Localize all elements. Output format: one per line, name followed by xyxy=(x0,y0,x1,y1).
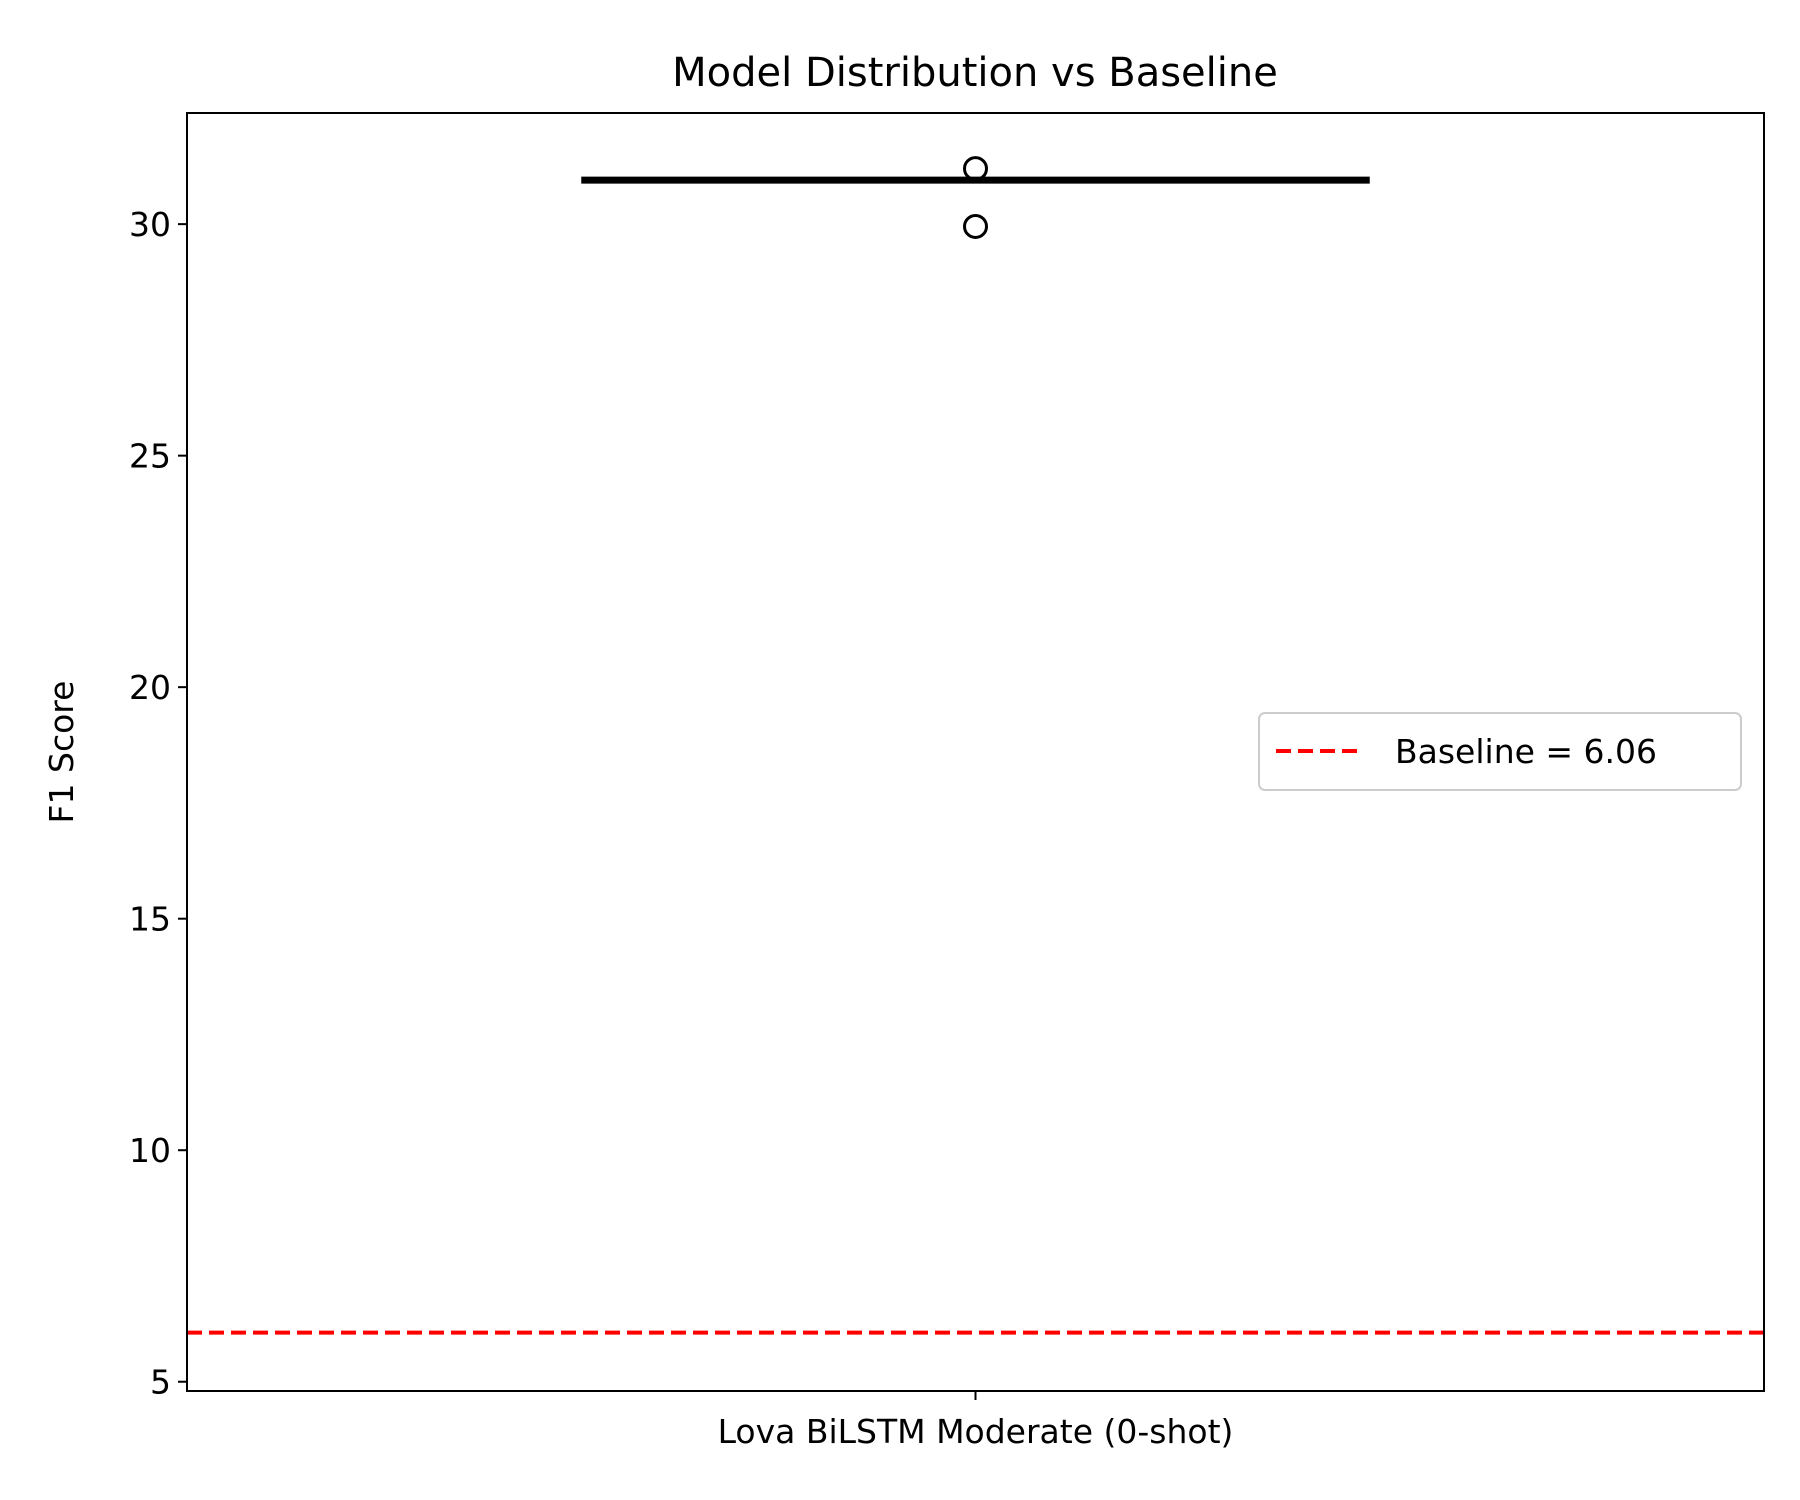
outlier-point xyxy=(963,156,988,182)
y-tick-label: 15 xyxy=(129,900,171,939)
plot-marks xyxy=(187,156,1764,1335)
y-tick-label: 30 xyxy=(129,205,171,244)
legend-frame xyxy=(1258,712,1742,791)
y-axis-label: F1 Score xyxy=(42,681,81,824)
chart-title: Model Distribution vs Baseline xyxy=(672,50,1278,96)
y-tick-label: 20 xyxy=(129,668,171,707)
legend-baseline-label: Baseline = 6.06 xyxy=(1395,732,1657,771)
x-tick-label: Lova BiLSTM Moderate (0-shot) xyxy=(718,1412,1234,1451)
plot-frame xyxy=(186,112,1765,1392)
legend: Baseline = 6.06 xyxy=(1258,712,1742,791)
y-tick-label: 25 xyxy=(129,437,171,476)
outlier-point xyxy=(963,213,988,239)
y-tick-label: 10 xyxy=(129,1131,171,1170)
axis-ticks: 5 10 15 20 25 30 Lova BiLSTM Moderate (0-shot) xyxy=(129,205,1233,1451)
y-tick-label: 5 xyxy=(150,1363,171,1402)
